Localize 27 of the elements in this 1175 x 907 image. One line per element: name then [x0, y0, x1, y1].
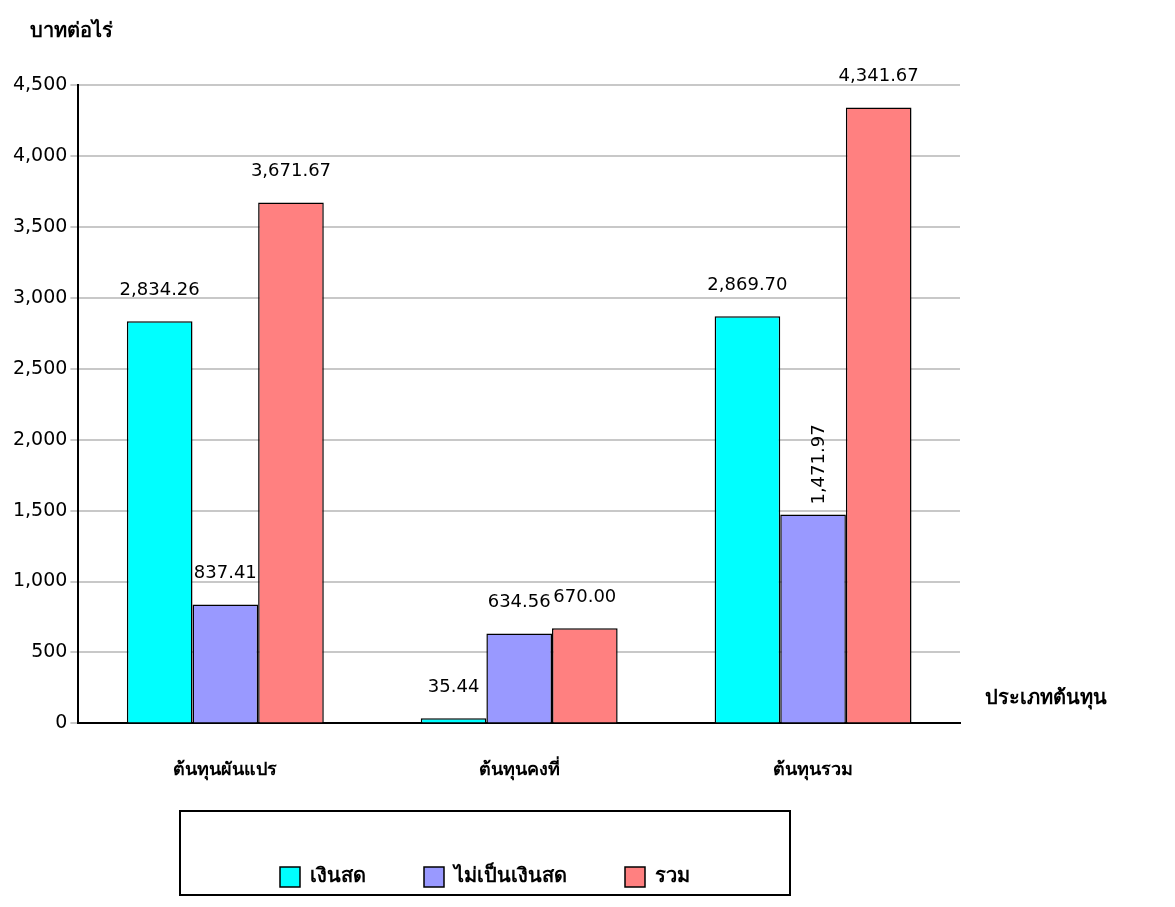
x-axis-title: ประเภทต้นทุน [985, 684, 1107, 710]
legend-label: ไม่เป็นเงินสด [452, 862, 567, 888]
y-tick-label: 4,000 [12, 142, 68, 165]
y-tick-label: 1,000 [12, 568, 68, 591]
data-label: 837.41 [193, 561, 257, 583]
data-label: 634.56 [487, 590, 551, 612]
y-tick-label: 3,000 [12, 284, 68, 307]
y-tick-label: 2,500 [12, 355, 68, 378]
y-tick-label: 4,500 [12, 71, 68, 94]
x-tick-label: ต้นทุนคงที่ [478, 755, 560, 781]
y-axis-title: บาทต่อไร่ [30, 18, 113, 43]
y-tick-label: 500 [31, 639, 68, 662]
y-tick-label: 3,500 [12, 213, 68, 236]
data-label: 1,471.97 [806, 424, 828, 505]
x-tick-label: ต้นทุนผันแปร [173, 757, 278, 781]
legend-label: เงินสด [310, 863, 366, 888]
y-tick-label: 1,500 [12, 497, 68, 520]
data-label: 3,671.67 [250, 159, 332, 181]
x-tick-label: ต้นทุนรวม [773, 757, 854, 781]
data-label: 670.00 [553, 585, 617, 607]
data-label: 4,341.67 [838, 64, 919, 86]
legend-label: รวม [655, 863, 690, 888]
y-tick-label: 2,000 [12, 426, 68, 449]
y-tick-label: 0 [55, 710, 68, 733]
data-label: 35.44 [427, 675, 480, 697]
data-label: 2,869.70 [707, 272, 788, 294]
data-label: 2,834.26 [119, 277, 200, 299]
